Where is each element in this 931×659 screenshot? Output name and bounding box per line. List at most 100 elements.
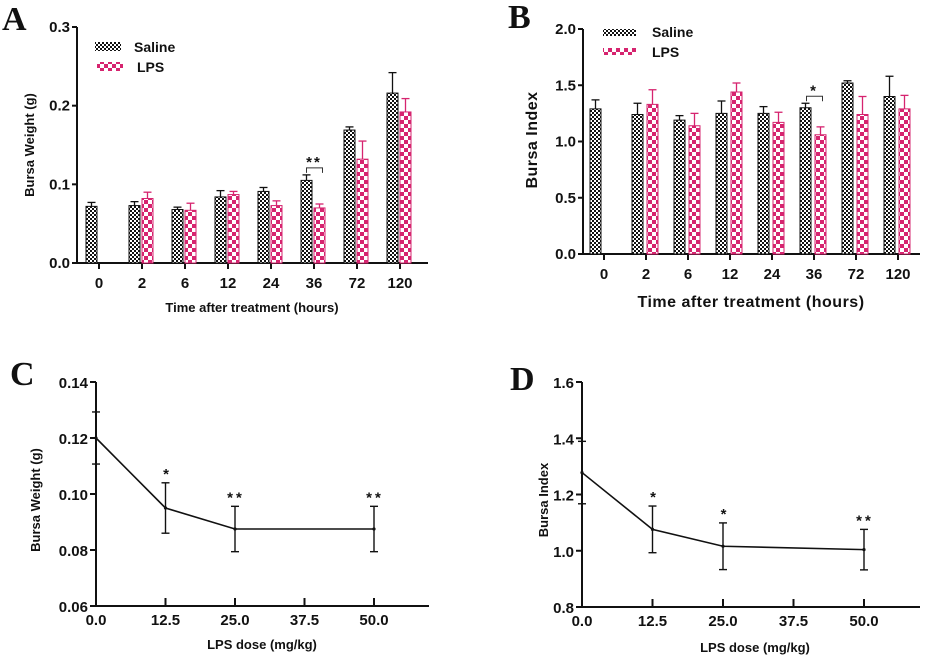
x-tick-label: 12.5 — [638, 613, 667, 630]
y-tick-label: 0.0 — [49, 255, 70, 272]
significance-marker: * — [650, 489, 659, 506]
y-tick-label: 0.0 — [555, 246, 576, 263]
x-tick-label: 72 — [848, 266, 865, 283]
bar-saline — [171, 209, 184, 264]
panel-letter-c: C — [10, 356, 35, 393]
y-tick-label: 0.08 — [59, 543, 88, 560]
panel-letter-d: D — [510, 361, 535, 398]
bar-saline — [841, 82, 854, 255]
bar-lps — [688, 125, 701, 255]
legend-label-lps: LPS — [137, 59, 164, 75]
x-tick-label: 0.0 — [572, 613, 593, 630]
x-tick-label: 12 — [220, 275, 237, 292]
x-tick-label: 36 — [306, 275, 323, 292]
x-tick-label: 36 — [806, 266, 823, 283]
bar-saline — [257, 190, 270, 264]
data-point — [650, 527, 655, 531]
panel-a-ylabel: Bursa Weight (g) — [22, 93, 37, 197]
y-tick-label: 2.0 — [555, 21, 576, 38]
data-point — [233, 527, 237, 531]
bar-saline — [128, 205, 141, 264]
panel-d-xlabel: LPS dose (mg/kg) — [700, 640, 810, 655]
legend-label-saline: Saline — [652, 24, 693, 40]
significance-marker: * — [163, 466, 172, 483]
legend-swatch-lps — [97, 62, 123, 71]
significance-marker: * — [721, 506, 730, 523]
x-tick-label: 25.0 — [708, 613, 737, 630]
x-tick-label: 12 — [722, 266, 739, 283]
y-tick-label: 0.12 — [59, 431, 88, 448]
bar-saline — [883, 96, 896, 255]
significance-marker: ** — [306, 154, 322, 171]
y-tick-label: 0.10 — [59, 487, 88, 504]
panel-c-ylabel: Bursa Weight (g) — [28, 448, 43, 552]
y-tick-label: 0.06 — [59, 599, 88, 616]
bar-saline — [673, 119, 686, 255]
bar-saline — [757, 112, 770, 255]
y-tick-label: 0.1 — [49, 176, 70, 193]
panel-letter-b: B — [508, 0, 531, 36]
panel-a-bar-chart: Bursa Weight (g) Time after treatment (h… — [22, 19, 428, 315]
bar-lps — [184, 209, 197, 264]
x-tick-label: 72 — [349, 275, 366, 292]
y-tick-label: 0.14 — [59, 375, 89, 392]
data-point — [580, 470, 584, 475]
x-tick-label: 0.0 — [86, 612, 107, 629]
y-tick-label: 0.3 — [49, 19, 70, 36]
bar-lps — [356, 158, 369, 264]
y-tick-label: 1.4 — [553, 431, 575, 448]
panel-c-line-chart: Bursa Weight (g) LPS dose (mg/kg) 0.060.… — [28, 375, 429, 652]
x-tick-label: 2 — [642, 266, 650, 283]
y-tick-label: 0.2 — [49, 98, 70, 115]
y-tick-label: 1.6 — [553, 375, 574, 392]
panel-d-ylabel: Bursa Index — [536, 462, 551, 537]
bar-lps — [646, 103, 659, 255]
data-point — [94, 436, 98, 440]
x-tick-label: 6 — [684, 266, 692, 283]
bar-lps — [227, 194, 240, 264]
x-tick-label: 120 — [885, 266, 910, 283]
bar-lps — [814, 134, 827, 255]
bar-lps — [856, 114, 869, 255]
y-tick-label: 1.0 — [555, 134, 576, 151]
x-tick-label: 0 — [95, 275, 103, 292]
panel-b-xlabel: Time after treatment (hours) — [637, 294, 864, 311]
panel-b-legend: Saline LPS — [603, 24, 693, 60]
y-tick-label: 0.5 — [555, 190, 576, 207]
bar-saline — [343, 129, 356, 264]
bar-lps — [399, 111, 412, 264]
bar-lps — [898, 108, 911, 255]
data-point — [862, 548, 866, 552]
panel-d-line-chart: Bursa Index LPS dose (mg/kg) 0.8 1.0 1.2 1.… — [536, 375, 920, 655]
x-tick-label: 24 — [764, 266, 781, 283]
series-line — [95, 437, 374, 530]
bar-saline — [589, 108, 602, 255]
data-point — [721, 544, 725, 548]
bar-saline — [799, 107, 812, 255]
x-tick-label: 2 — [138, 275, 146, 292]
panel-a-legend: Saline LPS — [95, 39, 175, 75]
bar-lps — [270, 205, 283, 264]
panel-b-bar-chart: Bursa Index Time after treatment (hours)… — [524, 21, 920, 311]
panel-b-ylabel: Bursa Index — [524, 91, 541, 188]
significance-bracket — [306, 167, 323, 173]
legend-label-lps: LPS — [652, 44, 679, 60]
x-tick-label: 25.0 — [220, 612, 249, 629]
bar-lps — [313, 207, 326, 264]
bar-saline — [214, 196, 227, 264]
x-tick-label: 24 — [263, 275, 280, 292]
significance-marker: ** — [366, 489, 384, 506]
bar-lps — [772, 121, 785, 255]
y-tick-label: 1.2 — [553, 488, 574, 505]
legend-swatch-lps — [603, 48, 636, 55]
significance-marker: ** — [227, 489, 245, 506]
legend-label-saline: Saline — [134, 39, 175, 55]
legend-swatch-saline — [95, 42, 121, 51]
data-point — [372, 527, 376, 531]
significance-bracket — [806, 95, 823, 102]
legend-swatch-saline — [603, 29, 636, 36]
x-tick-label: 120 — [387, 275, 412, 292]
x-tick-label: 12.5 — [151, 612, 180, 629]
x-tick-label: 37.5 — [290, 612, 319, 629]
